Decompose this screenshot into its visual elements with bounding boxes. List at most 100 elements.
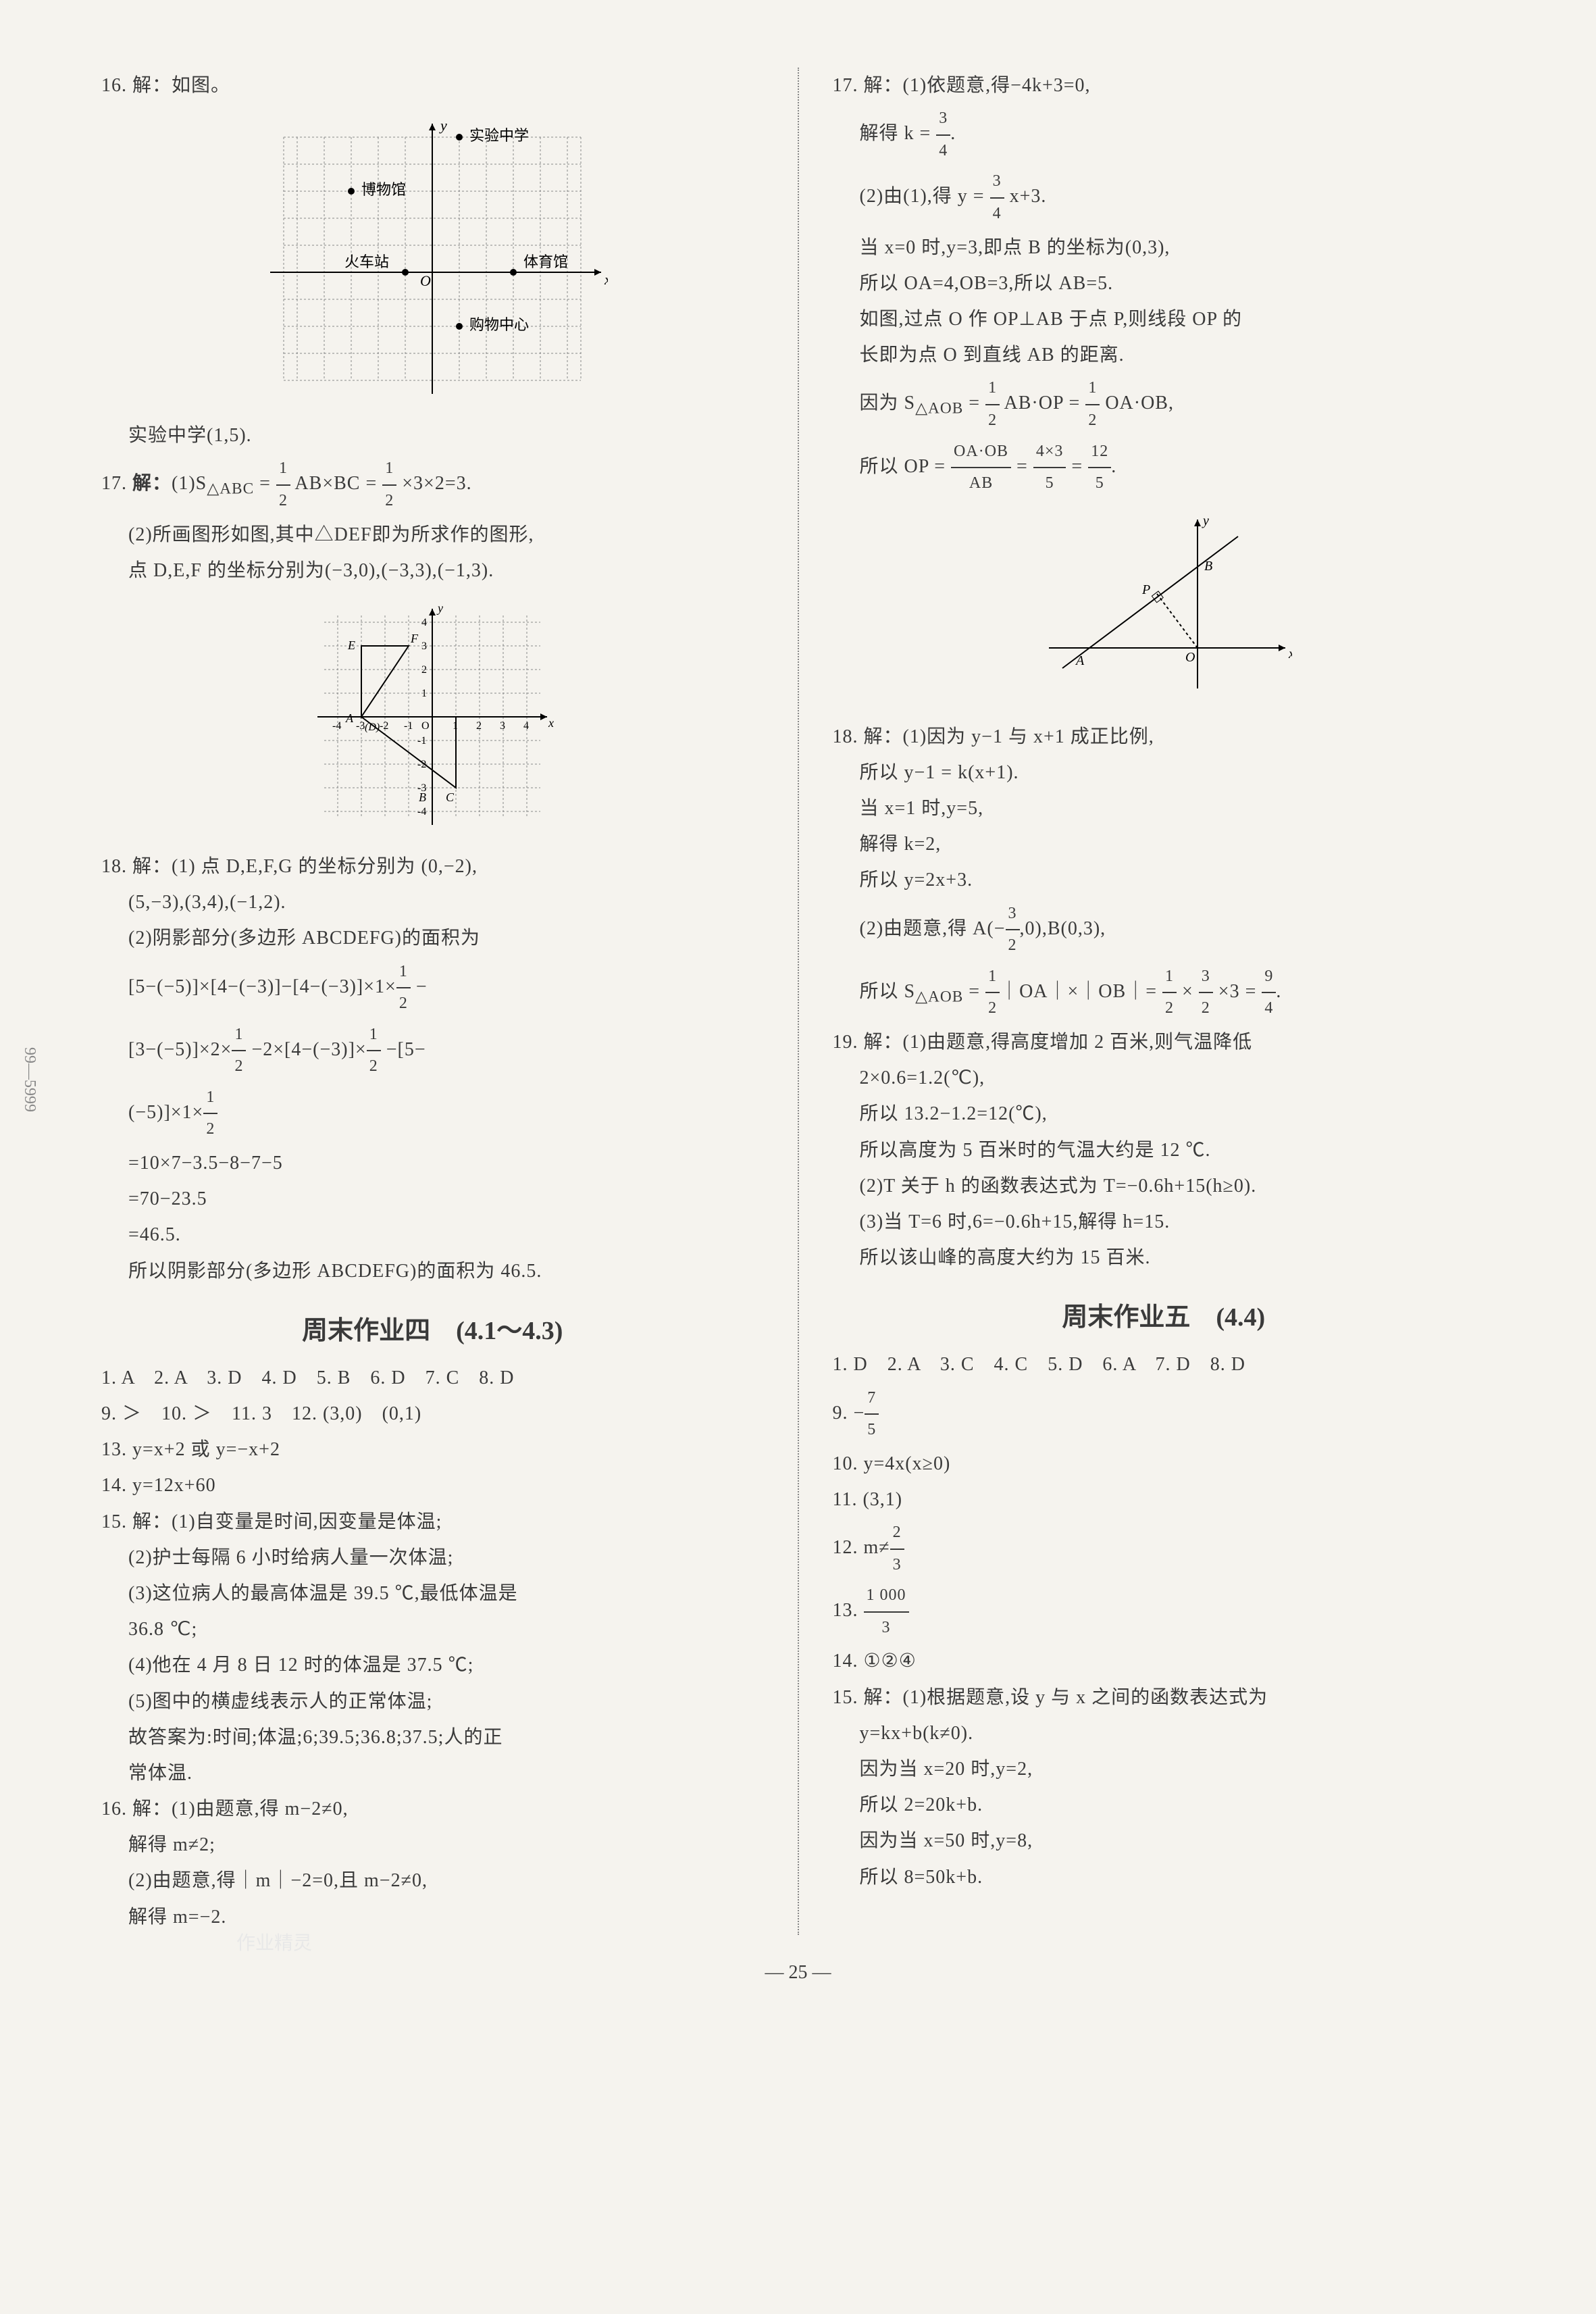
- fill5a: 9. −75: [833, 1383, 1495, 1446]
- r18f: (2)由题意,得 A(−32,0),B(0,3),: [833, 899, 1495, 961]
- q17a: 17. 解：(1)S△ABC = 12 AB×BC = 12 ×3×2=3.: [101, 453, 764, 516]
- q18f: (−5)]×1×12: [101, 1082, 764, 1145]
- r17c: (2)由(1),得 y = 34 x+3.: [833, 166, 1495, 229]
- fill4b: 13. y=x+2 或 y=−x+2: [101, 1432, 764, 1467]
- fill5d: 12. m≠23: [833, 1517, 1495, 1580]
- q16-note: 实验中学(1,5).: [101, 418, 764, 453]
- svg-text:-2: -2: [380, 720, 388, 732]
- r17h: 因为 S△AOB = 12 AB·OP = 12 OA·OB,: [833, 373, 1495, 436]
- r18d: 解得 k=2,: [833, 826, 1495, 862]
- svg-text:(D): (D): [365, 722, 380, 733]
- label-gym: 体育馆: [523, 253, 568, 270]
- label-school: 实验中学: [469, 127, 529, 144]
- svg-text:-4: -4: [332, 720, 341, 732]
- svg-text:2: 2: [476, 720, 482, 732]
- r17g: 长即为点 O 到直线 AB 的距离.: [833, 337, 1495, 373]
- coordinate-graph-2: x y -4-3 -2-1 O 12 34 12 34 -1-2 -3-4 E: [311, 602, 554, 832]
- r19c: 所以 13.2−1.2=12(℃),: [833, 1096, 1495, 1132]
- heading-hw5: 周末作业五 (4.4): [833, 1296, 1495, 1333]
- r18c: 当 x=1 时,y=5,: [833, 790, 1495, 826]
- graph-3-container: x y O A B P: [833, 513, 1495, 705]
- label-museum: 博物馆: [361, 181, 406, 198]
- q15c: (3)这位病人的最高体温是 39.5 ℃,最低体温是: [101, 1576, 764, 1611]
- r19g: 所以该山峰的高度大约为 15 百米.: [833, 1240, 1495, 1276]
- q18c: (2)阴影部分(多边形 ABCDEFG)的面积为: [101, 920, 764, 956]
- r17a: 17. 解：(1)依题意,得−4k+3=0,: [833, 68, 1495, 103]
- q15g: 故答案为:时间;体温;6;39.5;36.8;37.5;人的正: [101, 1719, 764, 1755]
- q16-2c: (2)由题意,得｜m｜−2=0,且 m−2≠0,: [101, 1863, 764, 1898]
- coordinate-graph-1: x y O 实验中学 博物馆 火车站 体育馆 购物中心: [257, 117, 608, 401]
- svg-text:3: 3: [500, 720, 505, 732]
- q17b: (2)所画图形如图,其中△DEF即为所求作的图形,: [101, 517, 764, 553]
- r19b: 2×0.6=1.2(℃),: [833, 1060, 1495, 1096]
- r18a: 18. 解：(1)因为 y−1 与 x+1 成正比例,: [833, 719, 1495, 755]
- svg-text:B: B: [1204, 559, 1212, 574]
- r18e: 所以 y=2x+3.: [833, 862, 1495, 898]
- svg-text:-3: -3: [356, 720, 365, 732]
- r15e: 因为当 x=50 时,y=8,: [833, 1823, 1495, 1859]
- svg-text:y: y: [439, 117, 447, 134]
- q15a: 15. 解：(1)自变量是时间,因变量是体温;: [101, 1504, 764, 1540]
- q15h: 常体温.: [101, 1755, 764, 1791]
- svg-text:-4: -4: [417, 806, 426, 818]
- r15a: 15. 解：(1)根据题意,设 y 与 x 之间的函数表达式为: [833, 1680, 1495, 1715]
- column-divider: [798, 68, 799, 1935]
- svg-text:P: P: [1141, 582, 1150, 597]
- q18h: =70−23.5: [101, 1181, 764, 1217]
- r15b: y=kx+b(k≠0).: [833, 1715, 1495, 1751]
- svg-text:x: x: [548, 716, 554, 730]
- heading-hw4: 周末作业四 (4.1～4.3): [101, 1309, 764, 1347]
- q18g: =10×7−3.5−8−7−5: [101, 1145, 764, 1181]
- svg-text:3: 3: [421, 640, 427, 652]
- page-number: — 25 —: [101, 1962, 1495, 1984]
- q15b: (2)护士每隔 6 小时给病人量一次体温;: [101, 1540, 764, 1576]
- side-code: 99—5999: [20, 1047, 38, 1112]
- svg-text:O: O: [420, 272, 431, 289]
- label-mall: 购物中心: [469, 316, 529, 333]
- fill5f: 14. ①②④: [833, 1643, 1495, 1679]
- r15c: 因为当 x=20 时,y=2,: [833, 1751, 1495, 1787]
- q16-2b: 解得 m≠2;: [101, 1827, 764, 1863]
- r18g: 所以 S△AOB = 12｜OA｜×｜OB｜= 12 × 32 ×3 = 94.: [833, 961, 1495, 1024]
- svg-text:-1: -1: [404, 720, 413, 732]
- mc4: 1. A 2. A 3. D 4. D 5. B 6. D 7. C 8. D: [101, 1360, 764, 1396]
- graph-2-container: x y -4-3 -2-1 O 12 34 12 34 -1-2 -3-4 E: [101, 602, 764, 835]
- svg-text:A: A: [345, 711, 354, 725]
- r18b: 所以 y−1 = k(x+1).: [833, 755, 1495, 790]
- svg-text:4: 4: [523, 720, 529, 732]
- left-column: 99—5999 16. 解：如图。: [101, 68, 764, 1935]
- q16-2d: 解得 m=−2.: [101, 1899, 764, 1935]
- r17e: 所以 OA=4,OB=3,所以 AB=5.: [833, 266, 1495, 301]
- q18e: [3−(−5)]×2×12 −2×[4−(−3)]×12 −[5−: [101, 1020, 764, 1082]
- fill4c: 14. y=12x+60: [101, 1467, 764, 1503]
- fill5c: 11. (3,1): [833, 1482, 1495, 1517]
- svg-text:2: 2: [421, 664, 427, 676]
- right-column: 17. 解：(1)依题意,得−4k+3=0, 解得 k = 34. (2)由(1…: [833, 68, 1495, 1935]
- graph-1-container: x y O 实验中学 博物馆 火车站 体育馆 购物中心: [101, 117, 764, 404]
- q15e: (4)他在 4 月 8 日 12 时的体温是 37.5 ℃;: [101, 1647, 764, 1683]
- r15f: 所以 8=50k+b.: [833, 1859, 1495, 1895]
- r19d: 所以高度为 5 百米时的气温大约是 12 ℃.: [833, 1132, 1495, 1168]
- q18b: (5,−3),(3,4),(−1,2).: [101, 884, 764, 920]
- svg-text:x: x: [604, 271, 608, 288]
- q17c: 点 D,E,F 的坐标分别为(−3,0),(−3,3),(−1,3).: [101, 553, 764, 588]
- r17i: 所以 OP = OA·OBAB = 4×35 = 125.: [833, 436, 1495, 499]
- q18a: 18. 解：(1) 点 D,E,F,G 的坐标分别为 (0,−2),: [101, 849, 764, 884]
- r15d: 所以 2=20k+b.: [833, 1787, 1495, 1823]
- svg-text:O: O: [1185, 650, 1195, 665]
- q16-2a: 16. 解：(1)由题意,得 m−2≠0,: [101, 1791, 764, 1827]
- watermark-text: 作业精灵: [236, 1928, 312, 1955]
- coordinate-graph-3: x y O A B P: [1035, 513, 1292, 702]
- svg-text:A: A: [1075, 653, 1085, 668]
- r17d: 当 x=0 时,y=3,即点 B 的坐标为(0,3),: [833, 230, 1495, 266]
- svg-text:y: y: [436, 602, 443, 615]
- svg-text:F: F: [410, 632, 419, 645]
- q16-label: 16. 解：如图。: [101, 68, 764, 103]
- page-container: 99—5999 16. 解：如图。: [101, 68, 1495, 1935]
- mc5: 1. D 2. A 3. C 4. C 5. D 6. A 7. D 8. D: [833, 1347, 1495, 1382]
- svg-text:O: O: [421, 720, 430, 732]
- q18j: 所以阴影部分(多边形 ABCDEFG)的面积为 46.5.: [101, 1253, 764, 1289]
- label-station: 火车站: [344, 253, 389, 270]
- svg-text:4: 4: [421, 617, 427, 628]
- q15f: (5)图中的横虚线表示人的正常体温;: [101, 1684, 764, 1719]
